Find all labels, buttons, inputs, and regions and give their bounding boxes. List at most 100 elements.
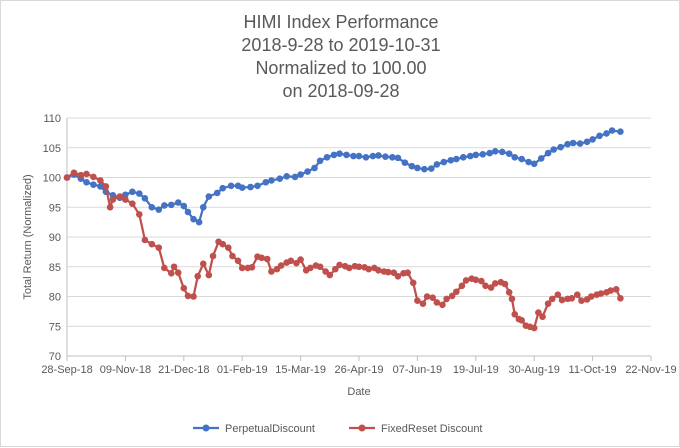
data-point bbox=[569, 139, 577, 147]
data-point bbox=[343, 151, 350, 159]
data-point bbox=[557, 143, 564, 151]
data-point bbox=[336, 150, 343, 157]
data-point bbox=[472, 151, 480, 159]
legend: PerpetualDiscount FixedReset Discount bbox=[193, 423, 483, 435]
legend-swatch-marker bbox=[358, 424, 366, 432]
data-point bbox=[167, 201, 175, 209]
data-point bbox=[229, 252, 236, 260]
data-point bbox=[389, 153, 396, 161]
data-point bbox=[297, 256, 304, 263]
data-point bbox=[421, 165, 428, 173]
data-point bbox=[607, 287, 614, 294]
data-point bbox=[90, 181, 97, 188]
data-point bbox=[116, 193, 124, 200]
data-point bbox=[487, 284, 495, 291]
data-point bbox=[535, 309, 542, 316]
data-point bbox=[508, 295, 516, 303]
data-point bbox=[491, 148, 499, 155]
data-point bbox=[291, 173, 299, 181]
data-point bbox=[414, 164, 421, 172]
data-point bbox=[336, 261, 343, 269]
x-tick-label: 26-Apr-19 bbox=[335, 364, 384, 376]
data-point bbox=[122, 196, 129, 203]
data-point bbox=[70, 169, 78, 177]
data-point bbox=[161, 264, 168, 272]
chart-title-line-3: Normalized to 100.00 bbox=[255, 58, 427, 78]
data-point bbox=[558, 296, 566, 304]
data-point bbox=[408, 162, 416, 170]
chart-title-line-1: HIMI Index Performance bbox=[243, 12, 439, 32]
data-point bbox=[332, 265, 339, 273]
data-point bbox=[263, 255, 271, 263]
data-point bbox=[258, 254, 265, 262]
data-point bbox=[505, 150, 513, 157]
data-point bbox=[238, 264, 246, 272]
x-tick-label: 28-Sep-18 bbox=[41, 364, 92, 376]
data-point bbox=[550, 146, 557, 153]
data-point bbox=[129, 200, 136, 207]
data-point bbox=[287, 257, 295, 265]
data-point bbox=[384, 268, 392, 276]
data-point bbox=[227, 182, 235, 190]
data-point bbox=[608, 127, 616, 134]
data-point bbox=[247, 183, 254, 191]
data-point bbox=[440, 158, 448, 166]
x-tick-label: 21-Dec-18 bbox=[158, 364, 209, 376]
x-axis-title: Date bbox=[347, 386, 370, 398]
data-point bbox=[174, 269, 182, 277]
data-point bbox=[429, 294, 436, 301]
data-point bbox=[316, 157, 324, 165]
data-point bbox=[576, 140, 584, 147]
data-point bbox=[544, 300, 552, 307]
data-point bbox=[307, 264, 314, 272]
data-point bbox=[234, 257, 242, 265]
data-point bbox=[129, 188, 136, 196]
data-point bbox=[323, 153, 331, 161]
data-point bbox=[597, 290, 605, 297]
chart-title-line-2: 2018-9-28 to 2019-10-31 bbox=[241, 35, 441, 55]
data-point bbox=[568, 294, 576, 302]
data-point bbox=[297, 171, 304, 178]
data-point bbox=[414, 297, 421, 304]
data-point bbox=[316, 263, 324, 271]
data-point bbox=[459, 153, 467, 161]
data-point bbox=[180, 202, 188, 210]
data-point bbox=[448, 292, 456, 300]
data-point bbox=[209, 252, 217, 260]
data-point bbox=[375, 152, 382, 159]
data-point bbox=[511, 311, 519, 318]
y-tick-label: 80 bbox=[49, 292, 61, 304]
x-tick-label: 09-Nov-18 bbox=[100, 364, 151, 376]
x-tick-label: 07-Jun-19 bbox=[393, 364, 443, 376]
data-point bbox=[612, 286, 620, 293]
data-point bbox=[102, 183, 110, 190]
data-point bbox=[224, 244, 232, 252]
data-point bbox=[369, 152, 377, 160]
series-line-1 bbox=[66, 171, 622, 330]
data-point bbox=[362, 153, 370, 161]
data-point bbox=[355, 263, 363, 271]
data-point bbox=[97, 177, 104, 184]
x-tick-label: 30-Aug-19 bbox=[509, 364, 560, 376]
data-point bbox=[478, 277, 485, 285]
x-tick-label: 22-Nov-19 bbox=[625, 364, 676, 376]
y-axis-title: Total Return (Normalized) bbox=[22, 174, 34, 299]
data-point bbox=[401, 159, 409, 166]
chart-title-line-4: on 2018-09-28 bbox=[282, 81, 400, 101]
series-lines bbox=[63, 127, 624, 332]
data-point bbox=[174, 199, 182, 206]
data-point bbox=[479, 150, 487, 158]
data-point bbox=[254, 182, 261, 190]
data-point bbox=[199, 203, 207, 211]
data-point bbox=[161, 202, 168, 209]
data-point bbox=[439, 301, 446, 309]
data-point bbox=[428, 165, 435, 172]
axes bbox=[66, 118, 652, 361]
data-point bbox=[268, 268, 275, 275]
data-point bbox=[375, 267, 382, 274]
data-point bbox=[77, 171, 85, 179]
data-point bbox=[83, 170, 90, 178]
data-point bbox=[326, 271, 334, 279]
data-point bbox=[141, 195, 149, 202]
